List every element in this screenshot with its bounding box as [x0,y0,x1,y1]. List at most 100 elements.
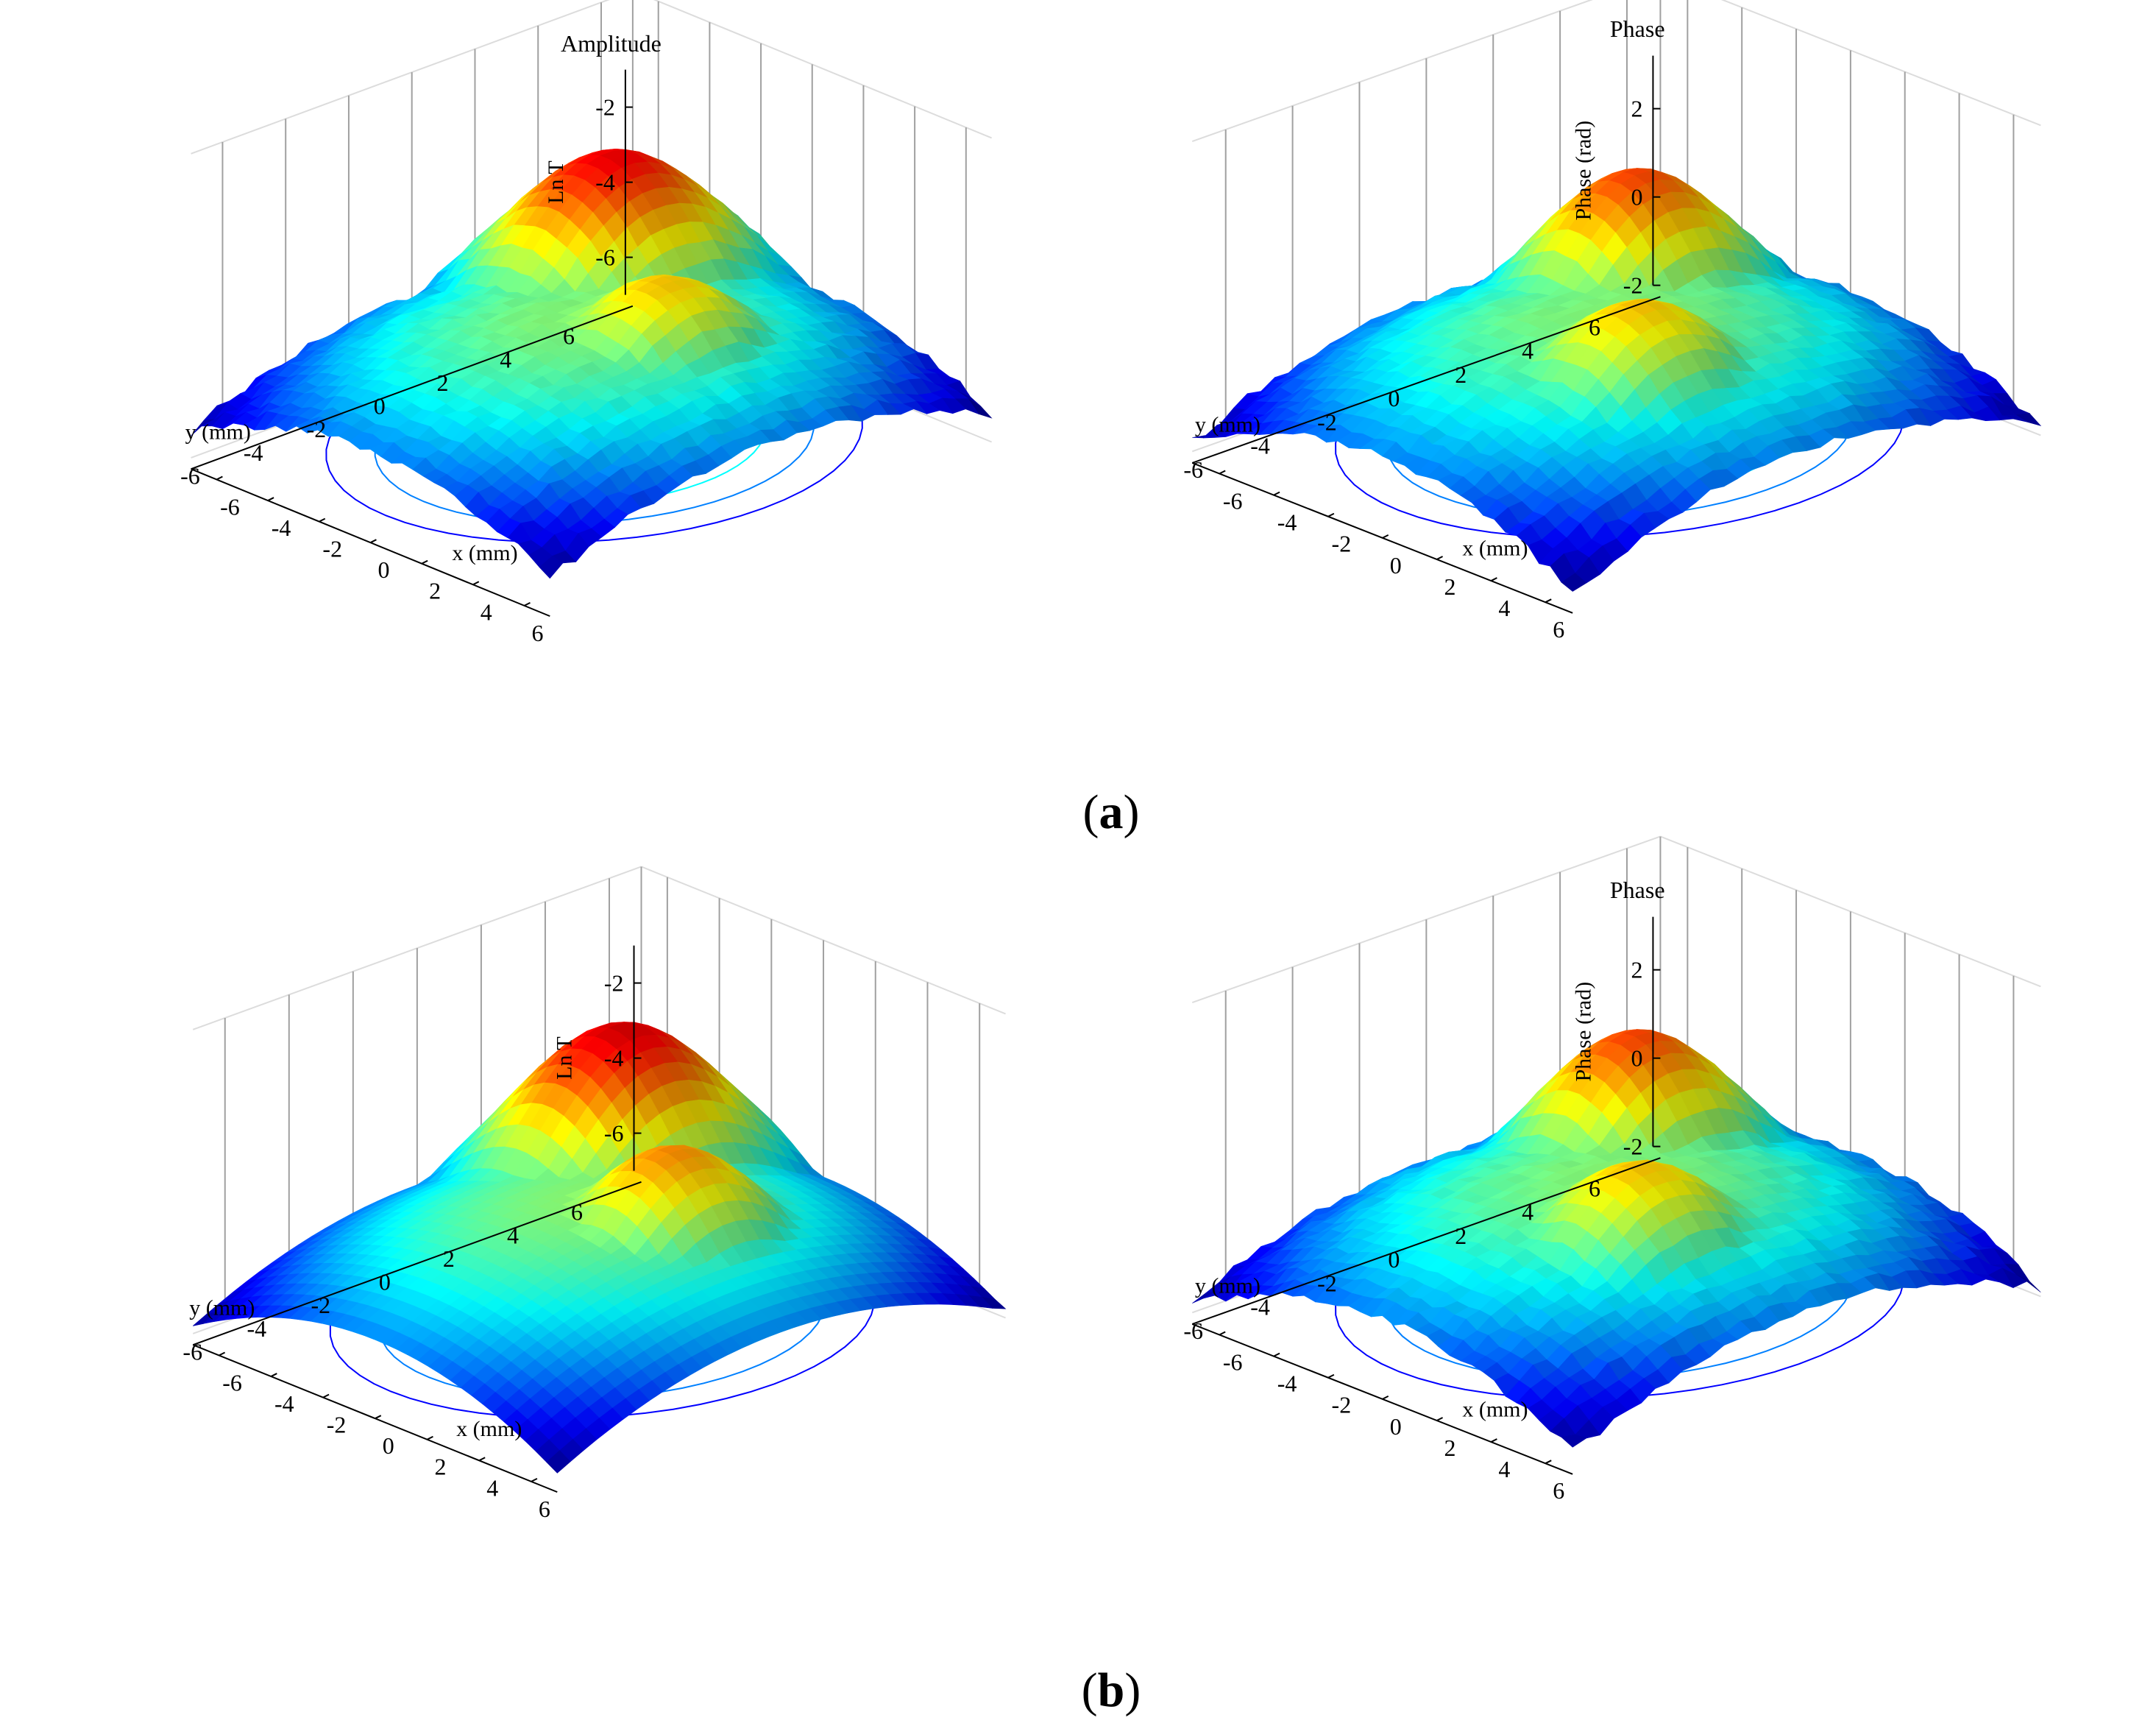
axes [191,69,634,618]
x-tick-label: -4 [272,514,291,541]
y-tick-label: 2 [443,1245,455,1272]
y-tick-label: 2 [1455,361,1467,388]
z-tick-label: 2 [1631,96,1642,122]
z-axis-label: Ln T [553,1036,577,1080]
x-tick-label: -2 [1332,531,1352,557]
x-tick [322,1393,330,1398]
z-axis-label: Phase (rad) [1571,121,1595,221]
y-tick-label: 0 [374,393,386,420]
y-tick-label: -2 [311,1292,331,1318]
z-tick-label: -2 [1623,1133,1643,1160]
z-tick-label: 2 [1631,957,1642,983]
x-tick [524,601,531,606]
x-tick [216,475,223,481]
x-tick-label: 0 [383,1432,394,1459]
x-tick [1382,1395,1389,1400]
z-tick-label: -2 [595,94,615,121]
x-tick-label: 4 [1498,595,1510,621]
y-tick-label: -2 [1317,408,1337,435]
y-tick-label: -6 [180,462,200,489]
z-tick-label: -4 [595,169,615,196]
z-tick-label: -2 [604,970,624,997]
x-tick [531,1477,538,1482]
z-tick-label: -4 [604,1045,624,1072]
chart-title: Amplitude [561,30,662,57]
x-tick [1545,1460,1552,1465]
z-axis-label: Ln T [544,160,568,204]
y-tick-label: 6 [563,323,575,350]
x-tick [1490,1438,1497,1443]
y-tick-label: -4 [1250,433,1270,459]
x-axis-label: x (mm) [452,541,517,565]
z-tick-label: -2 [1623,272,1643,299]
x-tick [219,1351,226,1357]
x-tick-label: 4 [486,1474,498,1501]
x-tick-label: 0 [1390,1413,1402,1440]
x-axis-line [191,468,550,618]
z-axis-label: Phase (rad) [1571,982,1595,1082]
x-tick-label: 2 [1444,1435,1456,1461]
x-tick-label: -6 [1223,1348,1243,1375]
y-tick-label: 6 [1589,1175,1600,1201]
y-tick-label: 4 [500,346,511,372]
x-tick-label: 6 [539,1496,550,1522]
x-tick [472,581,480,586]
y-tick-label: 0 [1388,1246,1400,1273]
x-tick-label: 6 [531,620,543,646]
x-tick [1490,577,1497,581]
y-tick-label: 0 [1388,385,1400,411]
y-tick-label: -6 [182,1338,202,1365]
y-tick-label: -4 [244,439,263,466]
y-tick-label: 6 [1589,314,1600,340]
surface [193,1022,1007,1474]
x-tick-label: 2 [1444,573,1456,600]
y-tick-label: 4 [1522,338,1533,364]
surface [1192,1029,2041,1448]
y-tick-label: 4 [1522,1199,1533,1225]
x-tick-label: 2 [429,578,441,604]
surface-patch [539,556,564,579]
x-tick [1436,1417,1444,1421]
x-tick [1545,598,1552,604]
x-tick-label: 0 [1390,552,1402,579]
x-tick-label: -6 [1223,487,1243,514]
x-tick [1436,556,1444,560]
z-tick-label: -6 [595,244,615,271]
y-axis-line [191,305,634,470]
y-axis-label: y (mm) [1195,1274,1260,1298]
y-tick-label: 0 [379,1269,391,1295]
z-tick-label: 0 [1631,1045,1642,1072]
y-tick-label: -2 [307,416,327,442]
x-tick-label: 6 [1553,616,1564,643]
x-tick-label: -6 [220,493,240,520]
x-tick-label: 4 [481,598,492,625]
x-tick-label: -2 [322,536,342,562]
z-tick-label: -6 [604,1120,624,1147]
x-tick [478,1457,486,1462]
y-axis-label: y (mm) [185,420,251,444]
x-tick [1382,534,1389,539]
caption-b: (b) [1082,1663,1141,1717]
surface [1192,168,2042,592]
x-axis-label: x (mm) [1462,537,1528,561]
x-tick-label: -4 [274,1390,294,1417]
x-tick [369,539,377,544]
chart-title: Phase [1610,877,1665,903]
x-tick [1273,1352,1280,1357]
surface [191,148,993,579]
x-axis-label: x (mm) [456,1417,522,1441]
y-axis-label: y (mm) [1195,413,1260,437]
x-tick-label: -6 [222,1369,242,1396]
x-tick [1219,470,1226,475]
x-tick [375,1415,382,1420]
x-tick-label: -4 [1277,509,1297,536]
x-tick-label: -2 [327,1412,347,1438]
surface-patch [1561,573,1587,592]
axes [1191,55,1661,614]
